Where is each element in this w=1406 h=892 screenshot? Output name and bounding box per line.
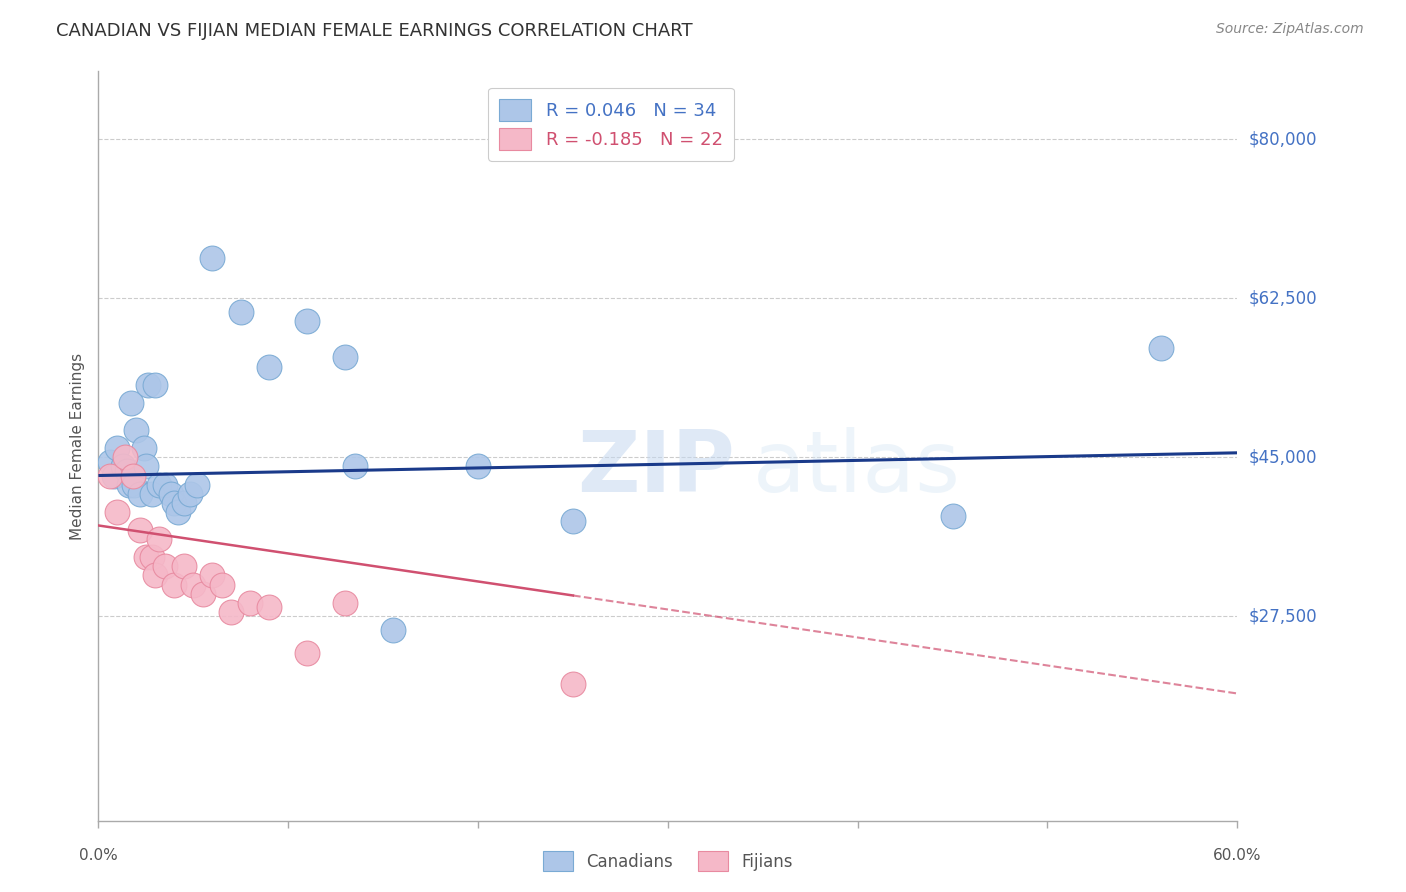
Point (381, 623, 404, 637)
Text: Source: ZipAtlas.com: Source: ZipAtlas.com (1216, 22, 1364, 37)
Point (98, 468, 121, 483)
Point (107, 442, 129, 456)
Text: atlas: atlas (754, 427, 962, 510)
Text: ZIP: ZIP (576, 427, 734, 510)
Point (1150, 342, 1173, 356)
Point (942, 509, 965, 524)
Text: $80,000: $80,000 (1249, 130, 1317, 148)
Text: 60.0%: 60.0% (1213, 848, 1261, 863)
Point (125, 423, 148, 437)
Point (135, 459, 157, 474)
Point (297, 314, 319, 328)
Point (343, 459, 366, 474)
Point (562, 677, 585, 691)
Point (221, 605, 243, 619)
Point (112, 459, 135, 474)
Point (98, 455, 121, 469)
Point (186, 477, 208, 491)
Text: $62,500: $62,500 (1249, 289, 1317, 308)
Point (201, 251, 224, 265)
Point (136, 377, 159, 392)
Point (335, 596, 357, 610)
Point (335, 351, 357, 365)
Point (183, 577, 205, 591)
Text: 0.0%: 0.0% (79, 848, 118, 863)
Point (124, 477, 146, 491)
Legend: Canadians, Fijians: Canadians, Fijians (534, 843, 801, 880)
Point (239, 596, 262, 610)
Point (153, 477, 176, 491)
Text: $45,000: $45,000 (1249, 449, 1317, 467)
Point (201, 568, 224, 582)
Point (229, 305, 252, 319)
Point (148, 477, 170, 491)
Point (141, 486, 163, 500)
Point (467, 459, 489, 474)
Point (118, 477, 141, 491)
Point (121, 468, 143, 483)
Point (259, 359, 281, 374)
Point (163, 577, 186, 591)
Point (107, 505, 129, 519)
Point (167, 505, 190, 519)
Y-axis label: Median Female Earnings: Median Female Earnings (69, 352, 84, 540)
Point (163, 496, 186, 510)
Point (153, 559, 176, 574)
Point (259, 600, 281, 615)
Point (562, 514, 585, 528)
Point (114, 450, 136, 465)
Point (129, 523, 152, 537)
Point (145, 568, 167, 582)
Point (173, 496, 195, 510)
Point (145, 377, 167, 392)
Text: $27,500: $27,500 (1249, 607, 1317, 625)
Point (141, 550, 163, 565)
Point (103, 468, 125, 483)
Point (135, 550, 157, 565)
Text: CANADIAN VS FIJIAN MEDIAN FEMALE EARNINGS CORRELATION CHART: CANADIAN VS FIJIAN MEDIAN FEMALE EARNING… (56, 22, 693, 40)
Point (132, 442, 155, 456)
Point (211, 577, 233, 591)
Point (159, 486, 181, 500)
Point (129, 486, 152, 500)
Point (120, 396, 142, 410)
Point (191, 586, 214, 600)
Point (173, 559, 195, 574)
Point (297, 646, 319, 660)
Point (115, 464, 138, 478)
Point (179, 486, 201, 500)
Point (148, 532, 170, 546)
